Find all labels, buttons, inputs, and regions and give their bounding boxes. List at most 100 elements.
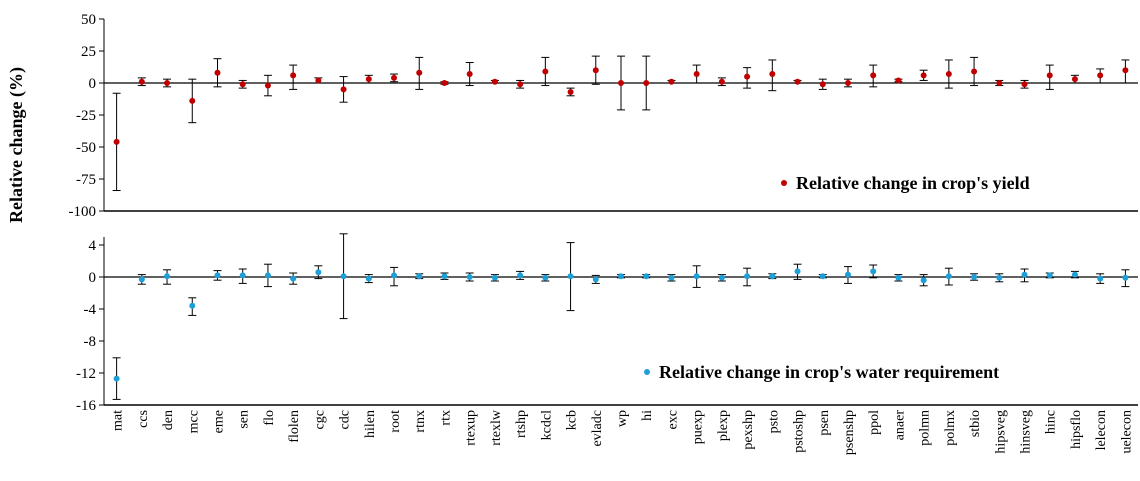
x-category-label-cdc: cdc (338, 410, 353, 429)
yield-legend-label: Relative change in crop's yield (796, 173, 1030, 193)
water-point-hilen (365, 275, 372, 282)
yield-legend-marker (781, 180, 787, 186)
x-category-label-plexp: plexp (716, 410, 731, 441)
x-category-label-polmn: polmn (918, 410, 933, 446)
water-marks (112, 233, 1130, 400)
yield-point-root (391, 74, 398, 81)
water-point-uelecon (1122, 274, 1129, 281)
x-category-label-pexshp: pexshp (741, 410, 756, 450)
yield-point-cdc (340, 86, 347, 93)
yield-point-cgc (315, 77, 322, 84)
water-point-eme (214, 272, 221, 279)
x-category-label-hipsveg: hipsveg (993, 410, 1008, 454)
yield-point-rtx (441, 80, 448, 86)
y-axis-label: Relative change (%) (6, 67, 27, 223)
water-point-plexp (718, 274, 725, 281)
yield-point-ppol (870, 72, 877, 79)
water-point-psenshp (844, 271, 851, 278)
yield-point-flo (264, 82, 271, 89)
water-legend-label: Relative change in crop's water requirem… (659, 362, 999, 382)
yield-point-mat (113, 138, 120, 145)
yield-point-stbio (971, 68, 978, 75)
yield-point-wp (618, 80, 624, 86)
water-y-tick-label: 4 (89, 238, 97, 254)
water-point-hipsflo (1071, 271, 1078, 278)
water-point-hipsveg (996, 274, 1003, 281)
water-point-polmn (920, 277, 927, 284)
yield-point-psenshp (844, 80, 851, 86)
water-point-pexshp (744, 273, 751, 280)
water-legend: Relative change in crop's water requirem… (644, 362, 999, 382)
x-category-label-sen: sen (237, 410, 252, 429)
x-category-label-psenshp: psenshp (842, 410, 857, 455)
x-category-label-exc: exc (665, 410, 680, 429)
yield-point-den (164, 80, 171, 86)
x-category-label-den: den (161, 410, 176, 430)
water-point-rtnx (416, 273, 423, 280)
water-y-tick-label: -12 (76, 366, 96, 382)
water-point-sen (239, 272, 246, 279)
x-category-label-hinc: hinc (1044, 410, 1059, 434)
water-point-ppol (870, 268, 877, 275)
water-point-wp (618, 273, 624, 280)
yield-point-evladc (592, 67, 599, 74)
yield-y-tick-label: -25 (76, 108, 96, 124)
x-category-label-hi: hi (640, 410, 655, 421)
x-category-label-rtexlw: rtexlw (489, 409, 504, 446)
water-point-flo (264, 272, 271, 279)
x-category-label-flo: flo (262, 410, 277, 426)
water-point-hinc (1046, 272, 1053, 279)
yield-point-kcdcl (542, 68, 549, 75)
x-category-label-pstoshp: pstoshp (792, 410, 807, 453)
yield-y-tick-label: -50 (76, 140, 96, 156)
yield-point-sen (239, 81, 246, 88)
x-category-label-polmx: polmx (943, 410, 958, 446)
water-point-polmx (945, 273, 952, 280)
x-category-label-mcc: mcc (186, 410, 201, 433)
x-category-label-cgc: cgc (312, 410, 327, 429)
x-category-label-uelecon: uelecon (1119, 410, 1134, 454)
yield-point-flolen (290, 72, 297, 79)
yield-y-tick-label: 0 (89, 76, 97, 92)
yield-point-polmx (945, 71, 952, 78)
yield-y-tick-label: 25 (81, 44, 96, 60)
x-category-label-rtexup: rtexup (464, 410, 479, 446)
yield-point-pstoshp (794, 78, 801, 85)
water-point-rtexlw (491, 274, 498, 281)
yield-point-rtexlw (491, 78, 498, 85)
water-point-root (391, 272, 398, 279)
yield-point-hinc (1046, 72, 1053, 79)
water-legend-marker (644, 369, 650, 375)
water-point-cdc (340, 273, 347, 280)
yield-point-kcb (567, 88, 574, 95)
yield-point-exc (668, 78, 675, 85)
water-point-den (164, 273, 171, 280)
water-point-ccs (138, 276, 145, 283)
x-category-label-kcdcl: kcdcl (539, 410, 554, 440)
yield-point-hipsflo (1071, 76, 1078, 83)
water-point-mat (113, 375, 120, 382)
yield-point-psen (819, 81, 826, 88)
yield-point-hipsveg (996, 80, 1003, 86)
water-axes: -16 -12 -8 -4 0 4 (76, 237, 1138, 414)
yield-point-uelecon (1122, 67, 1129, 74)
x-category-label-lelecon: lelecon (1094, 410, 1109, 450)
water-point-rtshp (517, 272, 524, 279)
x-category-label-ppol: ppol (867, 410, 882, 435)
yield-marks (112, 55, 1130, 192)
water-y-tick-label: -16 (76, 398, 96, 414)
x-category-label-stbio: stbio (968, 410, 983, 437)
x-axis-categories: mat ccs den mcc eme sen flo flolen cgc cdc hilen ro… (111, 409, 1135, 455)
x-category-label-hinsveg: hinsveg (1019, 410, 1034, 454)
water-point-psto (769, 273, 776, 280)
water-point-hi (643, 273, 650, 280)
yield-y-tick-label: -75 (76, 172, 96, 188)
yield-point-puexp (693, 71, 700, 78)
yield-point-plexp (718, 78, 725, 85)
water-point-rtexup (466, 274, 473, 280)
water-y-tick-label: -8 (84, 334, 97, 350)
yield-point-hinsveg (1021, 81, 1028, 88)
water-point-psen (819, 273, 826, 280)
water-point-stbio (971, 274, 978, 280)
